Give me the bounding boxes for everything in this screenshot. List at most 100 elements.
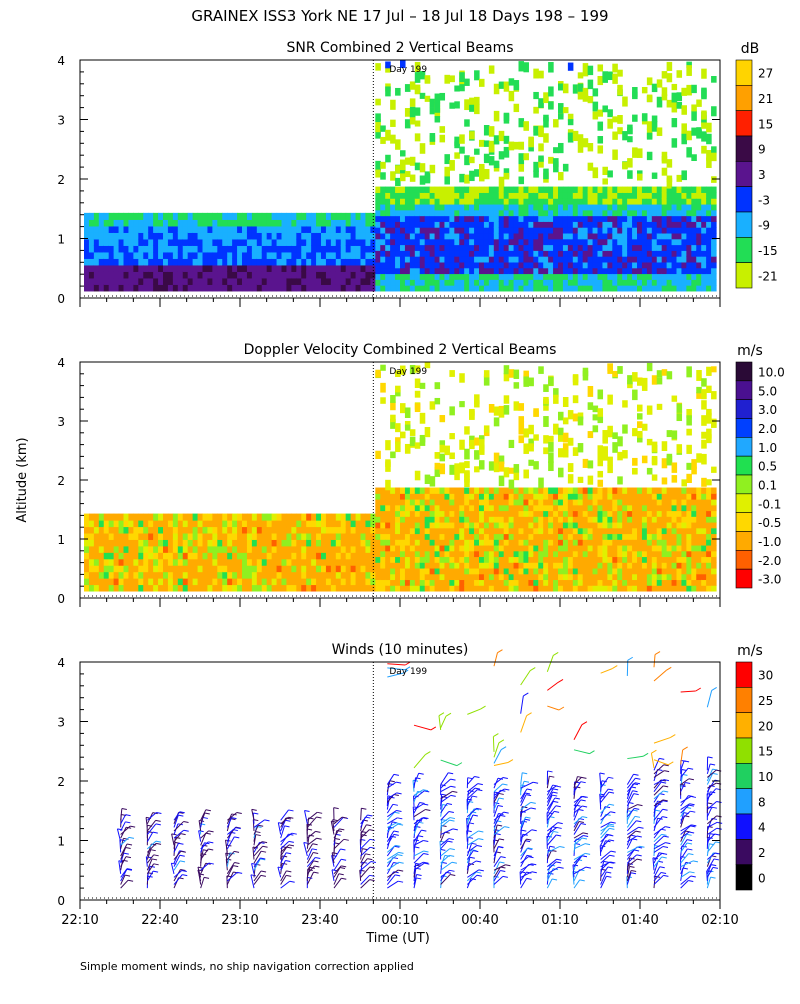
heatmap-cell <box>124 578 130 585</box>
heatmap-cell <box>395 528 401 534</box>
heatmap-cell <box>479 568 485 574</box>
heatmap-cell <box>316 278 322 285</box>
heatmap-cell <box>588 227 594 233</box>
heatmap-cell <box>296 584 302 591</box>
heatmap-cell <box>538 574 544 580</box>
heatmap-cell <box>558 574 564 580</box>
heatmap-cell <box>104 258 110 265</box>
heatmap-cell <box>119 252 125 259</box>
heatmap-cell <box>420 516 426 522</box>
heatmap-cell <box>528 585 534 591</box>
heatmap-cell <box>440 516 446 522</box>
heatmap-cell <box>588 386 594 397</box>
heatmap-cell <box>696 499 702 505</box>
heatmap-cell <box>479 198 485 204</box>
heatmap-cell <box>489 187 495 193</box>
heatmap-cell <box>410 210 416 216</box>
heatmap-cell <box>558 493 564 499</box>
heatmap-cell <box>686 268 692 274</box>
heatmap-cell <box>573 273 579 279</box>
heatmap-cell <box>207 245 213 252</box>
heatmap-cell <box>652 474 658 480</box>
heatmap-cell <box>523 153 529 160</box>
heatmap-cell <box>686 65 692 76</box>
heatmap-cell <box>385 86 391 96</box>
heatmap-cell <box>657 97 663 108</box>
heatmap-cell <box>385 273 391 279</box>
heatmap-cell <box>198 584 204 591</box>
heatmap-cell <box>706 533 712 539</box>
heatmap-cell <box>514 516 520 522</box>
heatmap-cell <box>326 546 332 553</box>
heatmap-cell <box>479 221 485 227</box>
heatmap-cell <box>578 568 584 574</box>
heatmap-cell <box>652 216 658 222</box>
heatmap-cell <box>267 213 273 220</box>
heatmap-cell <box>257 213 263 220</box>
heatmap-cell <box>494 216 500 222</box>
heatmap-cell <box>183 213 189 220</box>
heatmap-cell <box>133 239 139 246</box>
heatmap-cell <box>494 579 500 585</box>
heatmap-cell <box>212 278 218 285</box>
heatmap-cell <box>405 551 411 557</box>
heatmap-cell <box>282 514 288 521</box>
heatmap-cell <box>351 520 357 527</box>
colorbar-swatch <box>736 532 752 551</box>
heatmap-cell <box>449 516 455 522</box>
heatmap-cell <box>227 539 233 546</box>
heatmap-cell <box>267 552 273 559</box>
heatmap-cell <box>464 187 470 193</box>
heatmap-cell <box>563 397 569 407</box>
heatmap-cell <box>519 256 525 262</box>
heatmap-cell <box>321 559 327 566</box>
heatmap-cell <box>232 278 238 285</box>
heatmap-cell <box>509 142 515 151</box>
heatmap-cell <box>509 204 515 210</box>
heatmap-cell <box>128 213 134 220</box>
heatmap-cell <box>237 559 243 566</box>
heatmap-cell <box>583 279 589 285</box>
heatmap-cell <box>311 584 317 591</box>
heatmap-cell <box>469 522 475 528</box>
heatmap-cell <box>588 239 594 245</box>
heatmap-cell <box>588 262 594 268</box>
heatmap-cell <box>602 273 608 279</box>
heatmap-cell <box>262 258 268 265</box>
heatmap-cell <box>203 284 209 291</box>
heatmap-cell <box>449 192 455 198</box>
heatmap-cell <box>662 87 668 96</box>
heatmap-cell <box>415 250 421 256</box>
heatmap-cell <box>109 572 115 579</box>
heatmap-cell <box>469 256 475 262</box>
heatmap-cell <box>237 232 243 239</box>
heatmap-cell <box>420 176 426 185</box>
wind-barbs <box>117 650 722 888</box>
heatmap-cell <box>538 245 544 251</box>
heatmap-cell <box>593 493 599 499</box>
heatmap-cell <box>681 585 687 591</box>
heatmap-cell <box>528 187 534 193</box>
heatmap-cells <box>84 362 717 591</box>
heatmap-cell <box>212 520 218 527</box>
heatmap-cell <box>509 245 515 251</box>
heatmap-cell <box>232 232 238 239</box>
heatmap-cell <box>548 505 554 511</box>
heatmap-cell <box>701 478 707 487</box>
heatmap-cell <box>286 572 292 579</box>
heatmap-cell <box>84 552 90 559</box>
heatmap-cell <box>627 505 633 511</box>
heatmap-cell <box>484 192 490 198</box>
heatmap-cell <box>711 366 717 372</box>
heatmap-cell <box>514 256 520 262</box>
heatmap-cell <box>306 219 312 226</box>
heatmap-cell <box>691 585 697 591</box>
heatmap-cell <box>598 493 604 499</box>
heatmap-cell <box>321 271 327 278</box>
heatmap-cell <box>617 476 623 484</box>
heatmap-cell <box>583 574 589 580</box>
heatmap-cell <box>390 227 396 233</box>
heatmap-cell <box>484 493 490 499</box>
heatmap-cell <box>405 533 411 539</box>
heatmap-cell <box>301 539 307 546</box>
